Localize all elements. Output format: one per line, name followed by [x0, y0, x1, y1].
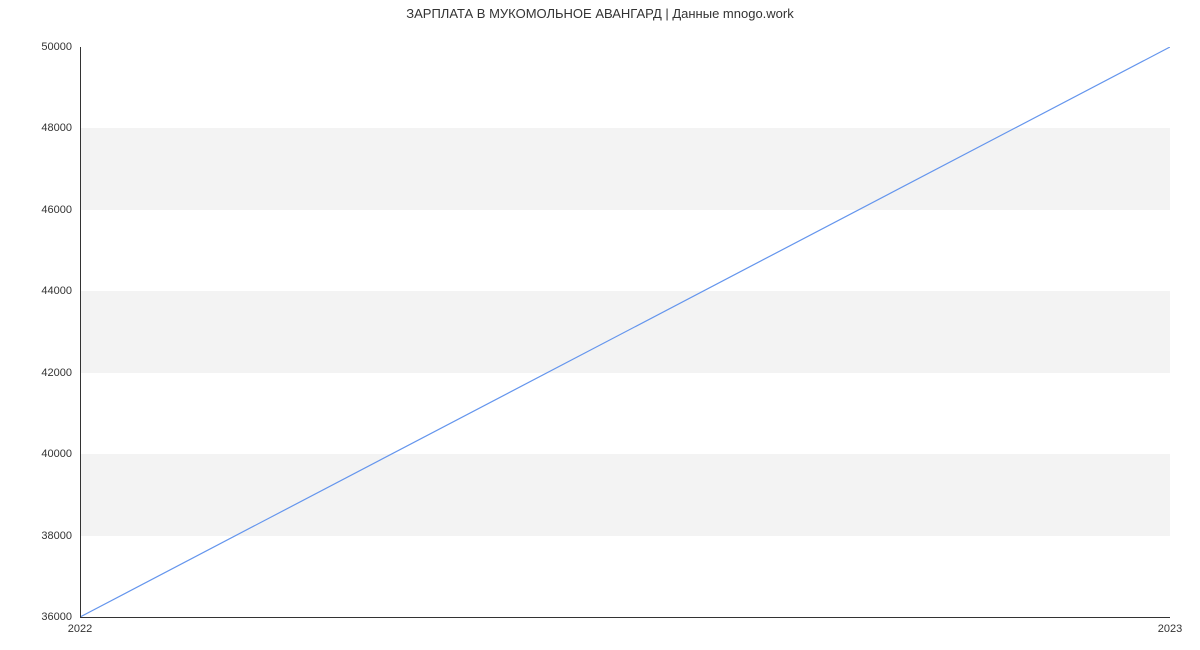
- y-tick-label: 42000: [0, 367, 72, 379]
- y-tick-label: 40000: [0, 448, 72, 460]
- y-tick-label: 46000: [0, 204, 72, 216]
- y-tick-label: 50000: [0, 41, 72, 53]
- series-line: [80, 47, 1170, 617]
- y-tick-label: 38000: [0, 530, 72, 542]
- line-layer: [80, 47, 1170, 617]
- y-tick-label: 36000: [0, 611, 72, 623]
- chart-container: { "chart": { "type": "line", "title": "З…: [0, 0, 1200, 650]
- y-axis-line: [80, 47, 81, 617]
- x-tick-label: 2022: [68, 623, 92, 635]
- x-tick-label: 2023: [1158, 623, 1182, 635]
- y-tick-label: 48000: [0, 122, 72, 134]
- y-tick-label: 44000: [0, 285, 72, 297]
- plot-area: [80, 47, 1170, 617]
- x-axis-line: [80, 617, 1170, 618]
- chart-title: ЗАРПЛАТА В МУКОМОЛЬНОЕ АВАНГАРД | Данные…: [0, 6, 1200, 21]
